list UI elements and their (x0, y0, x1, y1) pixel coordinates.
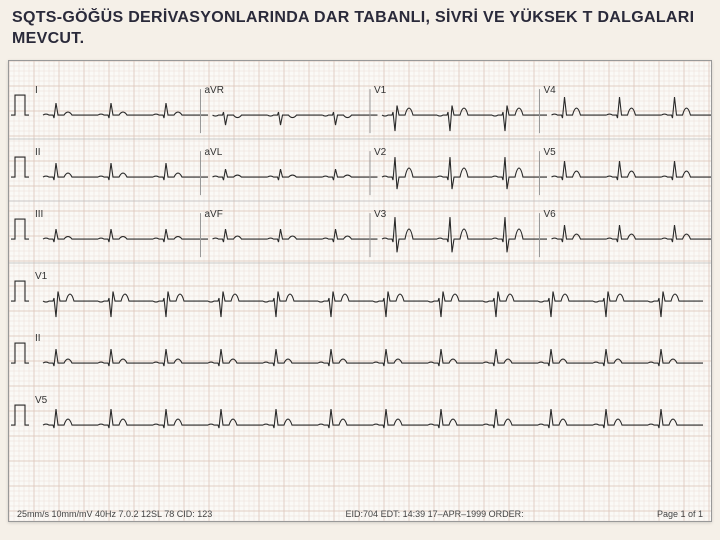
footer-left: 25mm/s 10mm/mV 40Hz 7.0.2 12SL 78 CID: 1… (17, 509, 212, 519)
footer-right: EID:704 EDT: 14:39 17–APR–1999 ORDER: (346, 509, 524, 519)
svg-text:II: II (35, 147, 41, 158)
svg-text:aVF: aVF (205, 209, 223, 220)
svg-text:V1: V1 (374, 85, 387, 96)
svg-text:V4: V4 (544, 85, 557, 96)
title-bar: SQTS-GÖĞÜS DERİVASYONLARINDA DAR TABANLI… (0, 0, 720, 54)
svg-text:aVL: aVL (205, 147, 223, 158)
svg-text:V2: V2 (374, 147, 387, 158)
svg-text:II: II (35, 333, 41, 344)
svg-text:V5: V5 (544, 147, 557, 158)
ecg-printout: IaVR V1 V4 II aVL V2 V5 III aVF V3 V6 V1 II V5 25mm/s… (8, 60, 712, 522)
footer-page: Page 1 of 1 (657, 509, 703, 519)
svg-text:V6: V6 (544, 209, 557, 220)
svg-text:I: I (35, 85, 38, 96)
ecg-svg: IaVR V1 V4 II aVL V2 V5 III aVF V3 V6 V1 II V5 (9, 61, 711, 521)
svg-text:III: III (35, 209, 43, 220)
svg-text:V5: V5 (35, 395, 48, 406)
svg-text:V1: V1 (35, 271, 48, 282)
ecg-footer: 25mm/s 10mm/mV 40Hz 7.0.2 12SL 78 CID: 1… (17, 509, 703, 519)
svg-text:V3: V3 (374, 209, 387, 220)
svg-text:aVR: aVR (205, 85, 224, 96)
page-title: SQTS-GÖĞÜS DERİVASYONLARINDA DAR TABANLI… (12, 8, 708, 50)
